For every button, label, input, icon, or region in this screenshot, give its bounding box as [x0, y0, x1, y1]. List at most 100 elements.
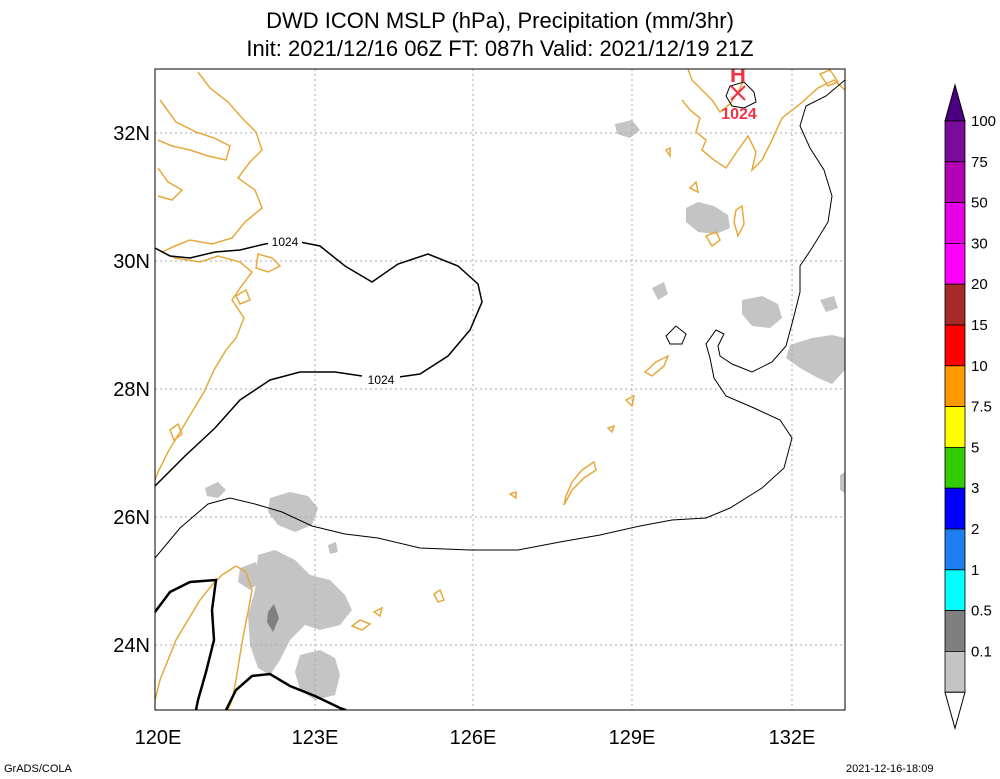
- colorbar-label: 15: [971, 317, 988, 334]
- precip-colorbar: 100 75 50 30 20 15 10 7.5 5 3 2 1 0.5 0.1: [944, 83, 996, 731]
- lat-label: 32N: [113, 123, 150, 145]
- colorbar-swatch: [944, 528, 966, 571]
- colorbar-label: 5: [971, 439, 979, 456]
- high-pressure-marker: H 1024: [721, 62, 757, 123]
- colorbar-swatch: [944, 242, 966, 285]
- colorbar-swatch: [944, 324, 966, 367]
- coastlines: [155, 69, 845, 710]
- precip-area: [328, 542, 338, 554]
- high-center-cross: [730, 85, 746, 101]
- plot-frame: [154, 68, 846, 711]
- footer-timestamp: 2021-12-16-18:09: [846, 763, 934, 775]
- precip-area-heavy: [267, 604, 279, 632]
- colorbar-swatch: [944, 202, 966, 244]
- china-coast-islands: [255, 253, 282, 273]
- precip-area: [248, 550, 352, 675]
- chart-subtitle: Init: 2021/12/16 06Z FT: 087h Valid: 202…: [246, 36, 754, 61]
- lon-label: 132E: [769, 727, 816, 749]
- colorbar-label: 100: [971, 113, 996, 130]
- lat-label: 26N: [113, 507, 150, 529]
- colorbar-label: 20: [971, 276, 988, 293]
- colorbar-label: 0.1: [971, 643, 992, 660]
- colorbar-swatch: [944, 651, 966, 693]
- colorbar-swatch: [944, 365, 966, 407]
- tanegashima: [733, 204, 745, 239]
- china-coast-islands: [235, 288, 251, 305]
- colorbar-label: 3: [971, 480, 979, 497]
- lon-label: 120E: [135, 727, 182, 749]
- ryukyu-islands: [643, 354, 670, 377]
- colorbar-swatch: [944, 120, 966, 163]
- ryukyu-islands: [563, 460, 597, 506]
- colorbar-top-triangle: [944, 83, 966, 122]
- china-coast: [155, 71, 263, 481]
- colorbar-label: 75: [971, 154, 988, 171]
- kyushu-coast: [681, 79, 845, 173]
- colorbar-label: 0.5: [971, 603, 992, 620]
- isobar-small-loop: [665, 325, 687, 345]
- ryukyu-islands: [350, 619, 372, 631]
- ryukyu-islands: [433, 588, 445, 603]
- colorbar-label: 30: [971, 235, 988, 252]
- isobar-label: 1024: [368, 373, 395, 387]
- china-coast-inlet: [157, 167, 184, 201]
- precip-area: [295, 650, 340, 700]
- colorbar-swatch: [944, 610, 966, 652]
- isobar-1024-north: [155, 239, 483, 487]
- precip-area: [268, 492, 318, 532]
- shikoku-edge: [818, 69, 840, 87]
- precipitation-shading: [205, 120, 845, 700]
- precip-area: [840, 471, 845, 494]
- precip-area: [742, 296, 782, 328]
- china-coast-islands: [169, 422, 183, 442]
- chart-title: DWD ICON MSLP (hPa), Precipitation (mm/3…: [266, 8, 734, 33]
- colorbar-label: 50: [971, 195, 988, 212]
- fujian-coast-south: [155, 565, 237, 701]
- lon-label: 129E: [609, 727, 656, 749]
- high-symbol: H: [730, 62, 746, 87]
- ryukyu-islands: [372, 606, 384, 618]
- colorbar-swatch: [944, 161, 966, 204]
- map-layers: 1024 1024 H 1024: [155, 62, 845, 710]
- ryukyu-islands: [624, 394, 636, 408]
- colorbar-swatch: [944, 283, 966, 326]
- koshiki-islands: [688, 180, 700, 194]
- colorbar-label: 1: [971, 562, 979, 579]
- precip-area: [238, 562, 262, 590]
- isobars: [155, 79, 845, 710]
- footer-credit: GrADS/COLA: [4, 763, 72, 775]
- lat-label: 28N: [113, 379, 150, 401]
- isobar-label-bg: [268, 234, 302, 248]
- colorbar-label: 2: [971, 521, 979, 538]
- colorbar-label: 10: [971, 358, 988, 375]
- isobar-label-bg: [362, 372, 400, 386]
- colorbar-label: 7.5: [971, 399, 992, 416]
- yakushima: [704, 231, 721, 248]
- lat-lon-grid: [155, 69, 845, 710]
- colorbar-swatch: [944, 487, 966, 530]
- isobar-thick-sw: [155, 578, 218, 710]
- lon-label: 123E: [292, 727, 339, 749]
- lat-axis-labels: 32N 30N 28N 26N 24N: [113, 123, 150, 657]
- isobar-high-center: [725, 81, 757, 109]
- isobar-1020: [155, 79, 845, 559]
- china-coast-inlet: [157, 99, 231, 161]
- lat-label: 24N: [113, 635, 150, 657]
- isobar-label: 1024: [272, 235, 299, 249]
- colorbar-swatch: [944, 406, 966, 448]
- high-value-label: 1024: [721, 106, 757, 123]
- precipitation-shading-heavier: [267, 604, 279, 632]
- colorbar-swatch: [944, 569, 966, 611]
- isobar-thick-sw-2: [224, 672, 347, 710]
- precip-area: [652, 282, 668, 300]
- lon-label: 126E: [450, 727, 497, 749]
- koshiki-islands: [664, 146, 671, 159]
- precip-area: [686, 202, 730, 234]
- ryukyu-islands: [508, 490, 517, 500]
- precip-area: [820, 296, 838, 312]
- precip-area: [205, 482, 226, 498]
- precip-area: [786, 335, 845, 384]
- colorbar-bottom-triangle: [944, 691, 966, 731]
- lat-label: 30N: [113, 251, 150, 273]
